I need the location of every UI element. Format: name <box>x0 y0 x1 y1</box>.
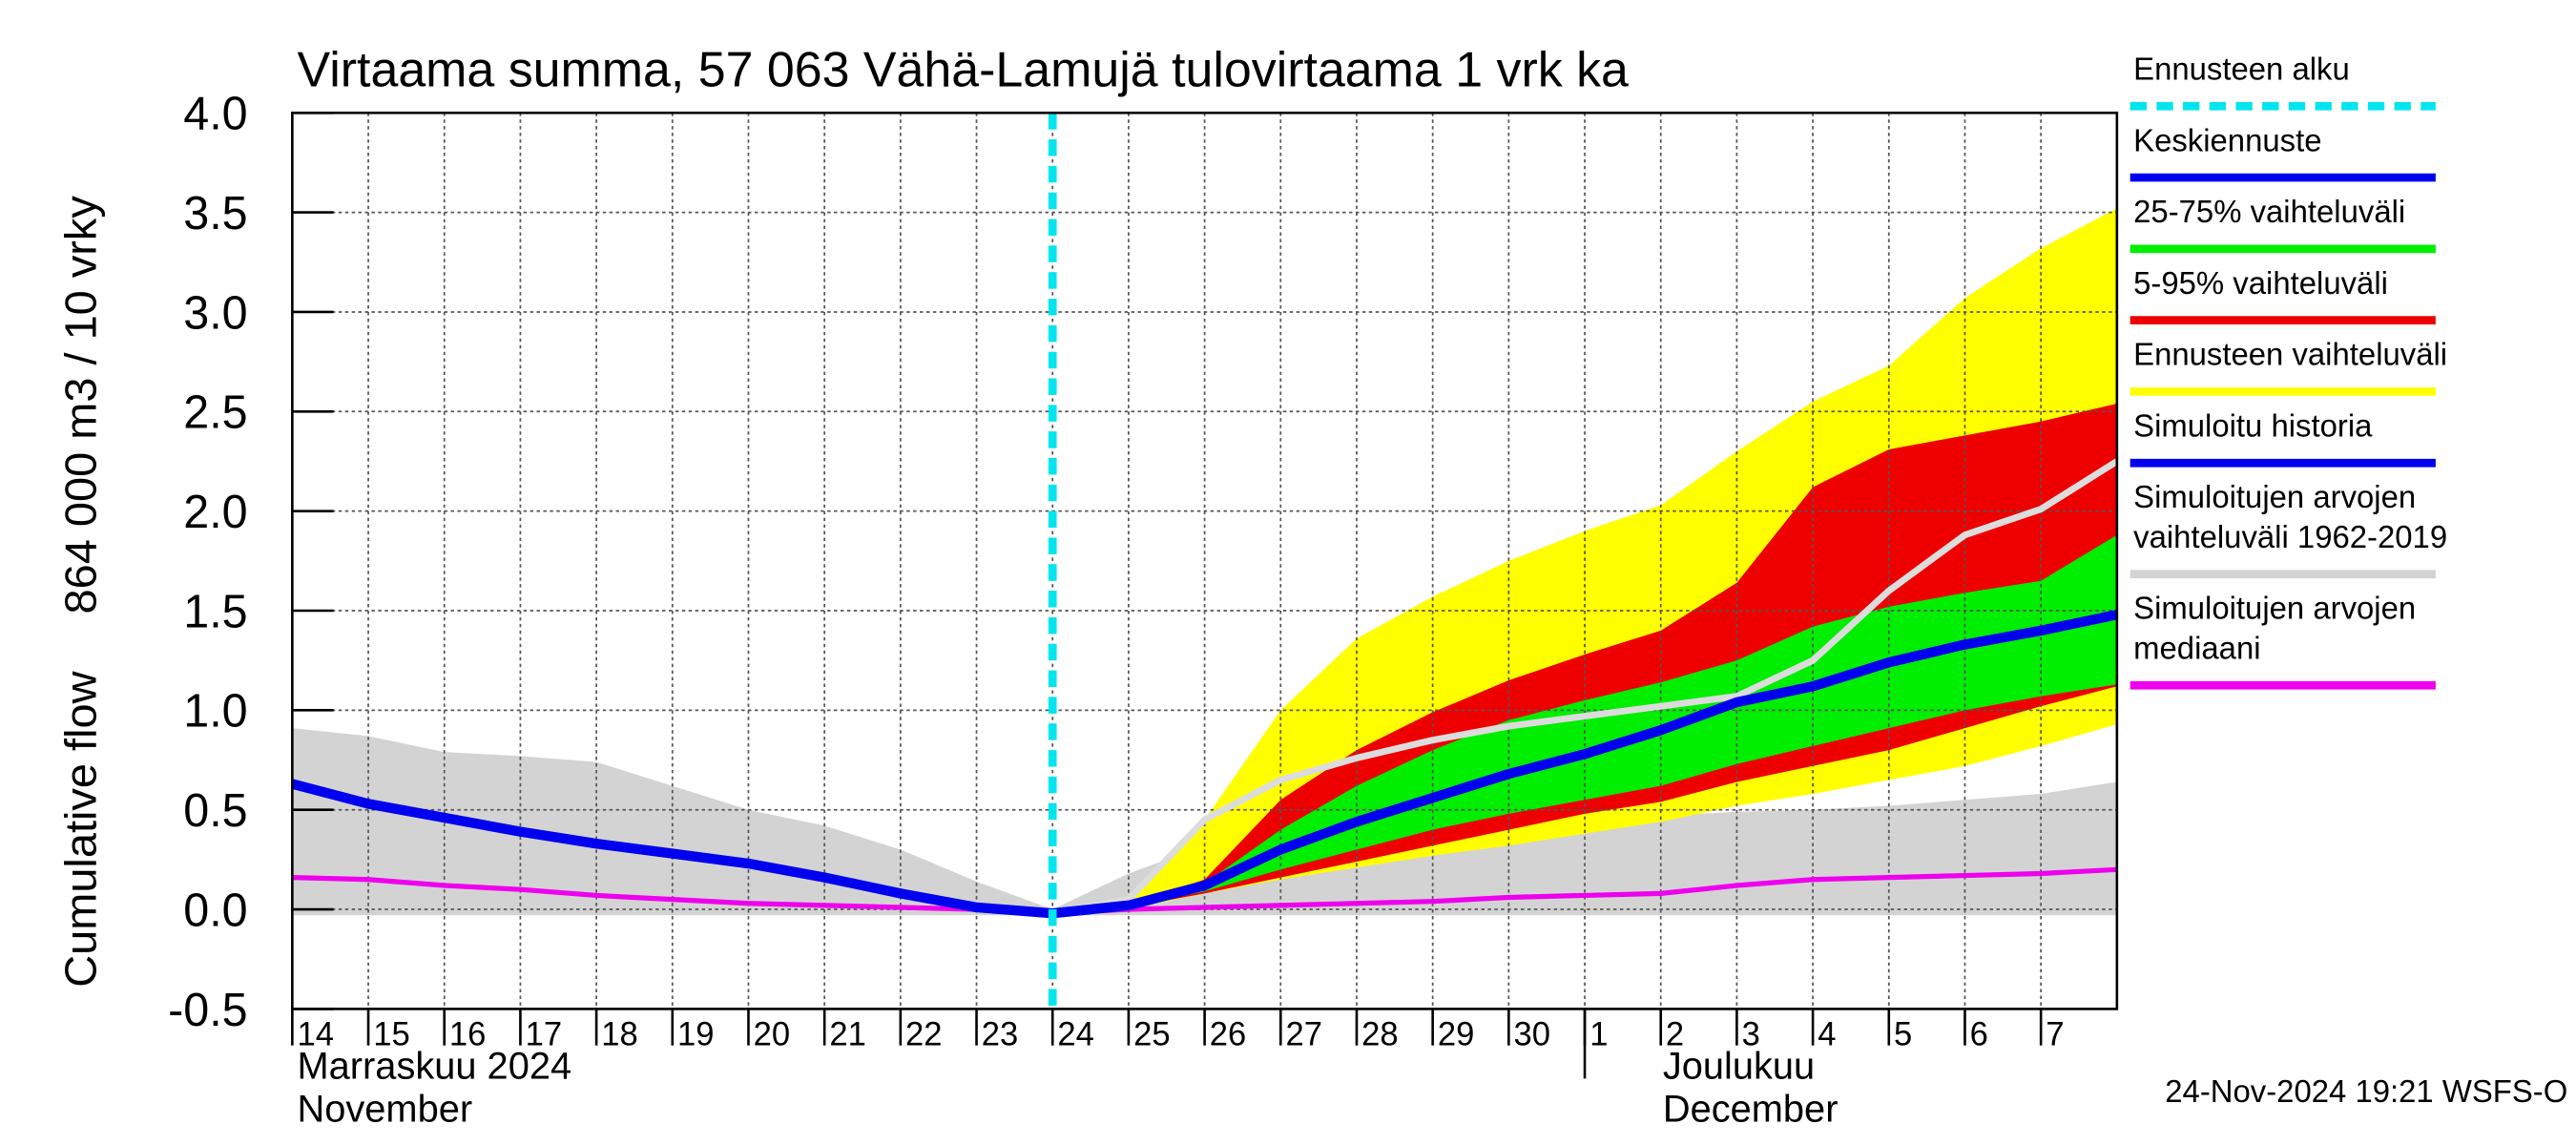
x-tick-label: 27 <box>1285 1017 1322 1053</box>
y-tick-label: 0.0 <box>183 885 247 936</box>
x-tick-label: 14 <box>298 1017 335 1053</box>
series-line <box>292 866 2117 916</box>
plot-frame <box>291 111 2119 1010</box>
x-tick-label: 29 <box>1438 1017 1475 1053</box>
x-tick-label: 6 <box>1970 1017 1988 1053</box>
series-line <box>1051 458 2119 917</box>
legend-label: vaihteluväli 1962-2019 <box>2133 519 2447 554</box>
x-tick-label: 22 <box>905 1017 943 1053</box>
y-axis-label-unit: 864 000 m3 / 10 vrky <box>55 196 105 614</box>
x-tick-label: 4 <box>1818 1017 1836 1053</box>
y-tick-label: 0.5 <box>183 785 247 837</box>
month-label: Joulukuu <box>1663 1045 1815 1087</box>
x-tick-label: 24 <box>1057 1017 1094 1053</box>
legend-label: mediaani <box>2133 630 2260 665</box>
x-tick-label: 18 <box>601 1017 638 1053</box>
series-line <box>291 779 1053 919</box>
x-tick-label: 15 <box>373 1017 410 1053</box>
legend-label: Simuloitu historia <box>2133 407 2373 443</box>
y-axis-label: Cumulative flow <box>55 671 105 987</box>
x-tick-label: 23 <box>982 1017 1019 1053</box>
y-tick-label: 1.5 <box>183 586 247 637</box>
legend-label: Simuloitujen arvojen <box>2133 479 2416 514</box>
y-tick-label: 2.5 <box>183 387 247 439</box>
legend-label: Simuloitujen arvojen <box>2133 591 2416 626</box>
y-tick-label: 2.0 <box>183 487 247 538</box>
timestamp: 24-Nov-2024 19:21 WSFS-O <box>2165 1073 2567 1109</box>
x-tick-label: 20 <box>754 1017 791 1053</box>
x-tick-label: 26 <box>1210 1017 1247 1053</box>
legend-label: Keskiennuste <box>2133 122 2321 157</box>
month-label: November <box>298 1089 473 1131</box>
x-tick-label: 7 <box>2046 1017 2064 1053</box>
x-tick-label: 28 <box>1361 1017 1399 1053</box>
y-tick-label: 3.5 <box>183 188 247 239</box>
legend-label: Ennusteen alku <box>2133 51 2350 86</box>
x-tick-label: 17 <box>526 1017 563 1053</box>
y-tick-label: 4.0 <box>183 89 247 140</box>
x-tick-label: 3 <box>1742 1017 1760 1053</box>
x-tick-label: 30 <box>1514 1017 1551 1053</box>
x-tick-label: 2 <box>1666 1017 1684 1053</box>
legend-label: 25-75% vaihteluväli <box>2133 194 2405 229</box>
legend-label: 5-95% vaihteluväli <box>2133 265 2388 301</box>
x-tick-label: 1 <box>1589 1017 1608 1053</box>
x-tick-label: 19 <box>677 1017 715 1053</box>
series-line <box>1051 610 2118 919</box>
y-tick-label: 1.0 <box>183 686 247 738</box>
chart-title: Virtaama summa, 57 063 Vähä-Lamujä tulov… <box>298 42 1629 97</box>
x-tick-label: 5 <box>1894 1017 1912 1053</box>
y-tick-label: 3.0 <box>183 287 247 339</box>
x-tick-label: 25 <box>1133 1017 1171 1053</box>
y-tick-label: -0.5 <box>168 985 247 1036</box>
month-label: Marraskuu 2024 <box>298 1045 572 1087</box>
x-tick-label: 21 <box>829 1017 866 1053</box>
x-tick-label: 16 <box>449 1017 487 1053</box>
month-label: December <box>1663 1089 1839 1131</box>
legend-label: Ennusteen vaihteluväli <box>2133 337 2447 372</box>
